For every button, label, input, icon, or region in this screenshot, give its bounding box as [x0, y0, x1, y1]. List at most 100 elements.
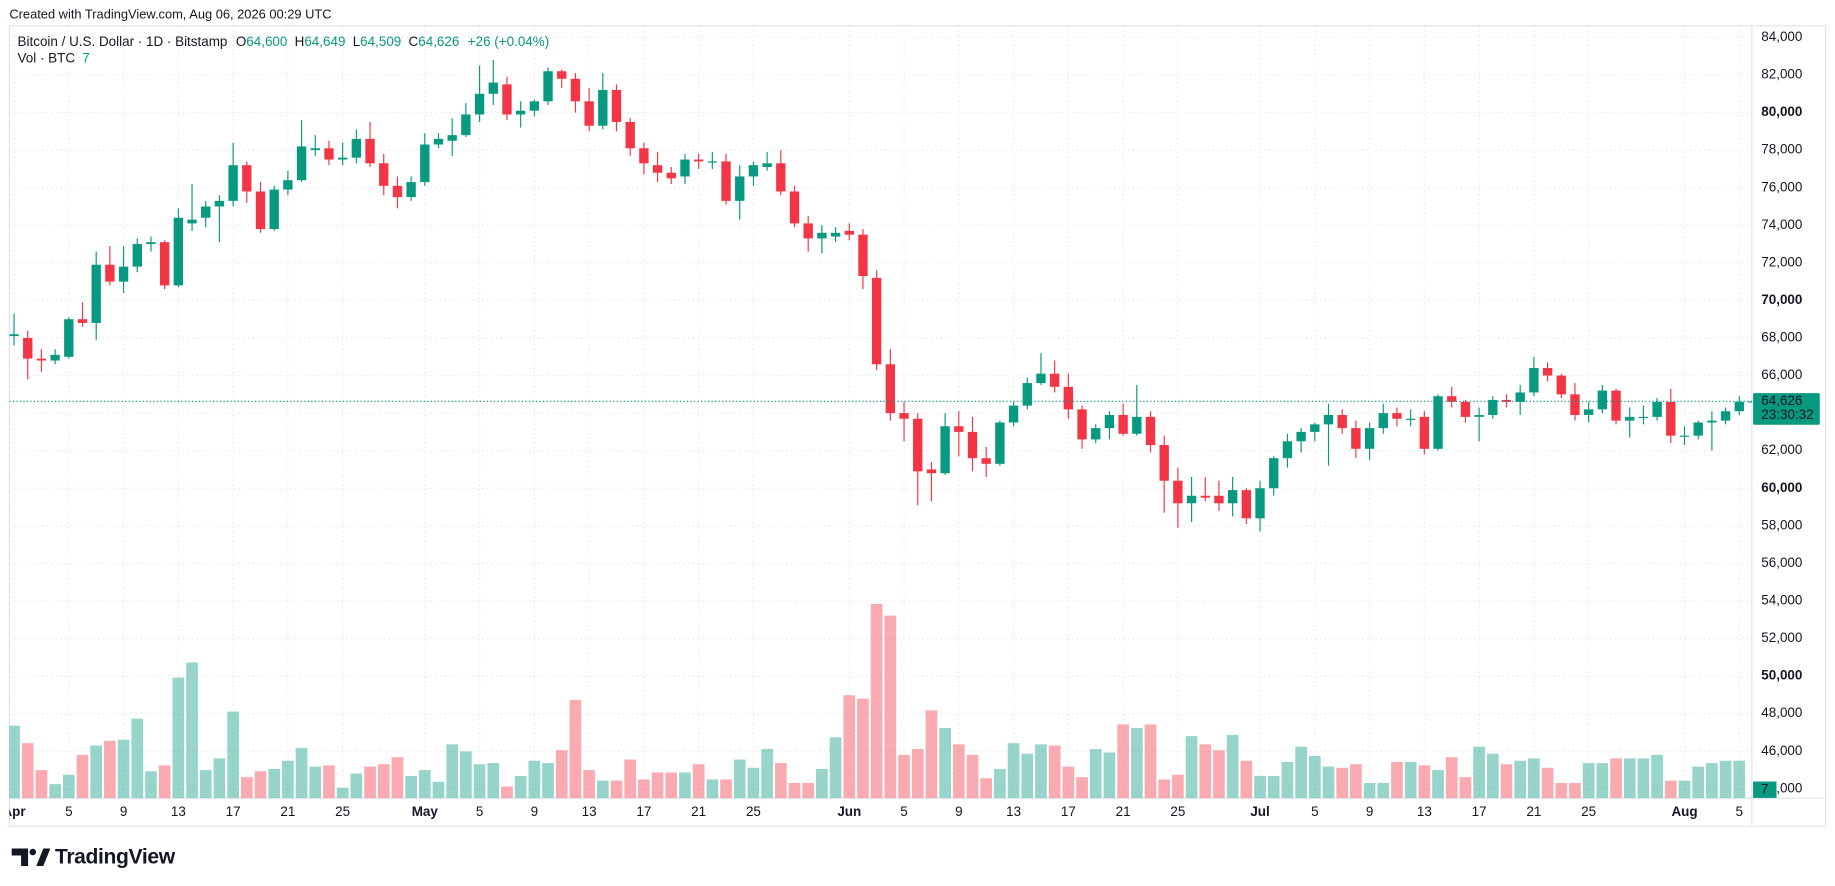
candle-body [379, 163, 389, 186]
candle-body [64, 319, 74, 357]
candle-body [1241, 490, 1252, 519]
volume-bar [1076, 777, 1088, 799]
x-tick-label: 17 [1472, 804, 1487, 819]
candle-body [557, 71, 567, 79]
candle-body [611, 90, 622, 122]
candle-body [871, 277, 882, 365]
price-axis: 44,00046,00048,00050,00052,00054,00056,0… [1753, 29, 1820, 798]
x-tick-label: 9 [1366, 804, 1373, 819]
candle-body [1556, 375, 1566, 395]
legend-title: Bitcoin / U.S. Dollar · 1D · Bitstamp [18, 34, 228, 49]
candle-body [735, 176, 745, 201]
volume-bar [213, 758, 226, 799]
volume-bar [1295, 746, 1307, 799]
volume-bar [528, 760, 541, 799]
volume-bar [747, 767, 760, 799]
candle-body [625, 121, 635, 149]
volume-bar [994, 768, 1006, 799]
volume-bar [131, 718, 144, 799]
y-tick-label: 76,000 [1761, 179, 1802, 194]
legend-value: 64,509 [360, 34, 401, 49]
volume-bar [1007, 743, 1020, 799]
volume-bar [1240, 760, 1253, 799]
volume-bar [624, 759, 637, 799]
candle-body [461, 114, 471, 136]
volume-bar [898, 754, 910, 799]
volume-bar [1035, 744, 1047, 799]
candle-body [433, 138, 444, 145]
candle-body [1679, 435, 1690, 437]
volume-bar [62, 774, 75, 799]
candle-body [36, 358, 47, 361]
candle-body [584, 101, 594, 126]
candle-body [1392, 413, 1402, 419]
candle-body [940, 426, 950, 474]
volume-bar [1254, 775, 1266, 799]
candle-body [488, 82, 498, 94]
legend-key: L [353, 34, 361, 49]
candle-body [1501, 399, 1512, 402]
volume-bar [1733, 760, 1746, 799]
volume-bar [952, 744, 965, 799]
volume-bar [1336, 767, 1349, 799]
volume-bar [1555, 782, 1568, 799]
legend-key: H [295, 34, 305, 49]
volume-bar [309, 766, 322, 799]
candle-body [1529, 368, 1539, 393]
volume-bar [473, 764, 486, 799]
candle-body [515, 110, 526, 115]
candle-body [1159, 445, 1169, 481]
volume-bar [145, 771, 157, 799]
legend-key: O [236, 34, 246, 49]
volume-bar [90, 745, 103, 799]
volume-bar [199, 770, 212, 799]
volume-bar [117, 739, 130, 799]
candle-body [1666, 401, 1676, 436]
volume-bar [172, 677, 185, 799]
x-tick-label: 5 [65, 804, 72, 819]
volume-bar [1130, 727, 1143, 799]
volume-bar [679, 772, 691, 799]
volume-legend: Vol · BTC 7 [18, 50, 90, 65]
candle-body [1104, 414, 1115, 429]
x-tick-label: 21 [1116, 804, 1131, 819]
candle-body [1748, 401, 1752, 403]
volume-bar [939, 727, 951, 799]
candle-body [1720, 411, 1731, 421]
volume-bar [733, 759, 746, 799]
candle-body [474, 93, 485, 115]
legend-value: 64,649 [304, 34, 345, 49]
candle-body [1036, 373, 1046, 384]
volume-bar [1048, 745, 1061, 799]
frame [8, 25, 1827, 827]
candle-body [420, 144, 430, 183]
candle-body [1433, 396, 1443, 449]
volume-bar [980, 778, 993, 799]
volume-bar [1308, 756, 1321, 799]
candle-body [242, 165, 252, 192]
volume-bar [1692, 766, 1705, 799]
volume-bar [761, 749, 773, 799]
volume-bar [186, 662, 198, 799]
y-tick-label: 80,000 [1761, 104, 1802, 119]
candle-body [1063, 386, 1074, 410]
candle-body [132, 244, 142, 267]
volume-bar [692, 764, 705, 799]
volume-bar [542, 763, 554, 799]
volume-bar [432, 781, 445, 799]
x-tick-label: 5 [1736, 804, 1743, 819]
candle-body [803, 223, 813, 239]
volume-bar [1185, 736, 1198, 799]
volume-bar [651, 772, 664, 799]
legend-value: 64,626 [418, 34, 459, 49]
volume-bar [1322, 766, 1335, 799]
volume-bar [1226, 734, 1239, 799]
candle-body [1638, 416, 1649, 419]
volume-bar [1281, 761, 1294, 799]
volume-bar [911, 749, 924, 799]
candle-body [214, 200, 225, 207]
legend-key: C [409, 34, 419, 49]
legend-value: 64,600 [246, 34, 287, 49]
candle-body [1049, 373, 1060, 387]
volume-bar [788, 782, 801, 799]
